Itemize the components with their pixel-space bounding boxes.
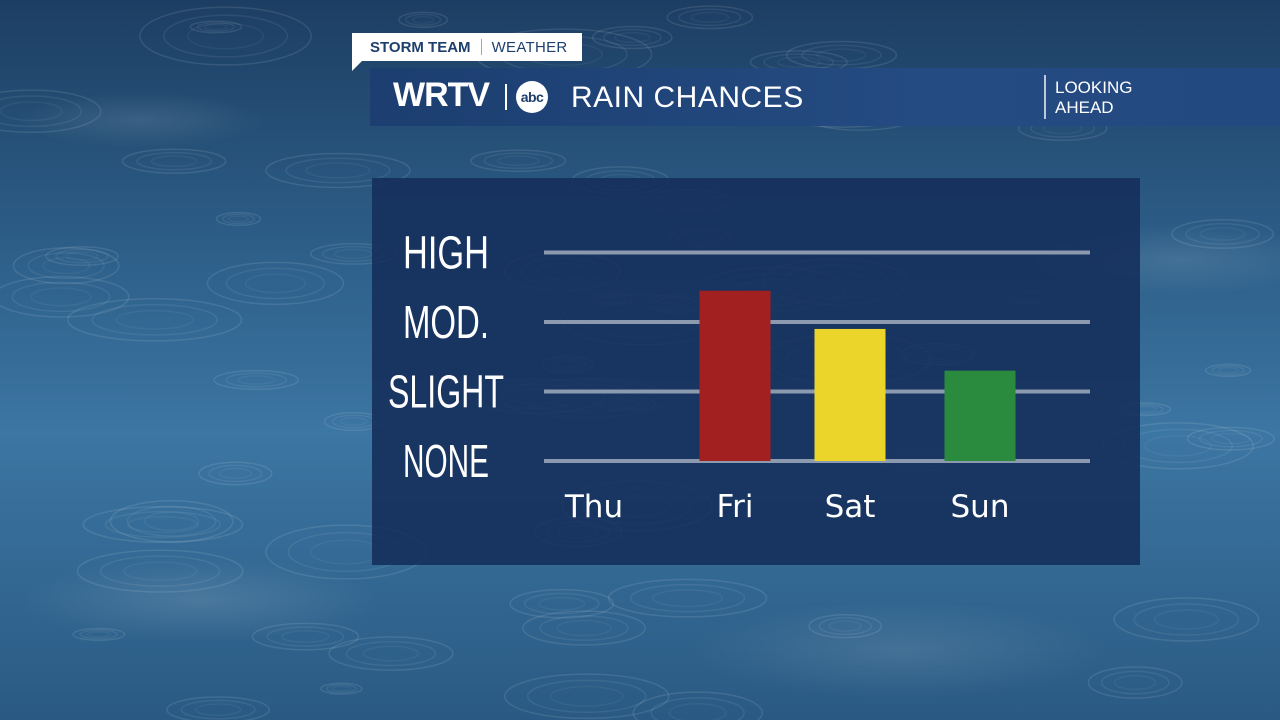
x-label-sun: Sun — [951, 489, 1010, 525]
chart-panel: NONE SLIGHT MOD. HIGH Thu Fri Sat Sun — [372, 178, 1140, 565]
subtitle-divider — [1044, 75, 1046, 119]
y-level-label: NONE — [403, 435, 489, 487]
subtitle-line-1: LOOKING — [1055, 78, 1133, 97]
logo-divider — [505, 84, 507, 110]
page-title: RAIN CHANCES — [571, 81, 804, 114]
tag-tail — [352, 61, 362, 71]
station-logo: WRTV — [393, 76, 490, 114]
y-level-label: HIGH — [403, 227, 489, 279]
abc-network-logo: abc — [516, 81, 548, 113]
title-banner: WRTV abc RAIN CHANCES LOOKING AHEAD — [370, 68, 1280, 126]
x-label-thu: Thu — [564, 489, 623, 525]
rain-chance-chart: NONE SLIGHT MOD. HIGH Thu Fri Sat Sun — [388, 227, 1090, 525]
y-level-label: MOD. — [403, 296, 489, 348]
x-label-sat: Sat — [825, 489, 876, 525]
tag-divider — [480, 39, 482, 55]
bar-sat — [814, 328, 886, 461]
storm-team-tag: STORM TEAM WEATHER — [352, 33, 582, 61]
y-level-label: SLIGHT — [388, 366, 504, 418]
bar-sun — [944, 370, 1016, 461]
storm-team-label: STORM TEAM — [370, 38, 471, 56]
subtitle-line-2: AHEAD — [1055, 98, 1114, 117]
bar-fri — [699, 290, 771, 461]
x-label-fri: Fri — [717, 489, 754, 525]
looking-ahead-label: LOOKING AHEAD — [1055, 78, 1205, 118]
weather-label: WEATHER — [491, 38, 568, 56]
